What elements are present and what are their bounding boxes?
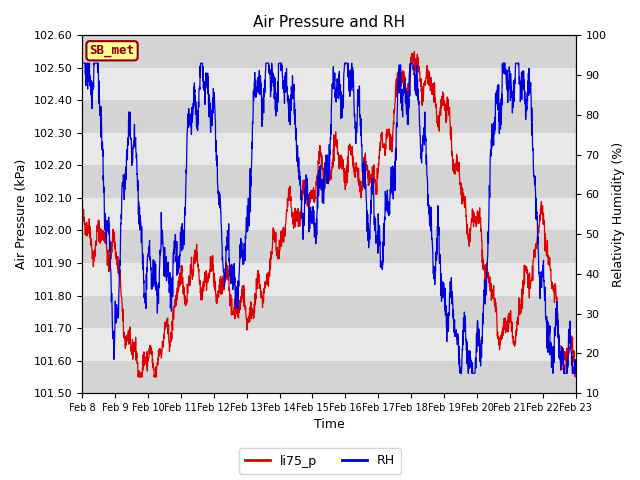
Bar [82,328,576,360]
Bar [82,36,576,68]
Bar [82,198,576,230]
Bar [82,230,576,263]
Y-axis label: Relativity Humidity (%): Relativity Humidity (%) [612,142,625,287]
Bar [82,100,576,133]
Text: SB_met: SB_met [90,44,134,57]
Bar [82,263,576,296]
Legend: li75_p, RH: li75_p, RH [239,448,401,474]
Bar [82,133,576,166]
Bar [82,166,576,198]
Bar [82,68,576,100]
Y-axis label: Air Pressure (kPa): Air Pressure (kPa) [15,159,28,269]
Bar [82,296,576,328]
Bar [82,360,576,393]
Title: Air Pressure and RH: Air Pressure and RH [253,15,405,30]
X-axis label: Time: Time [314,419,344,432]
